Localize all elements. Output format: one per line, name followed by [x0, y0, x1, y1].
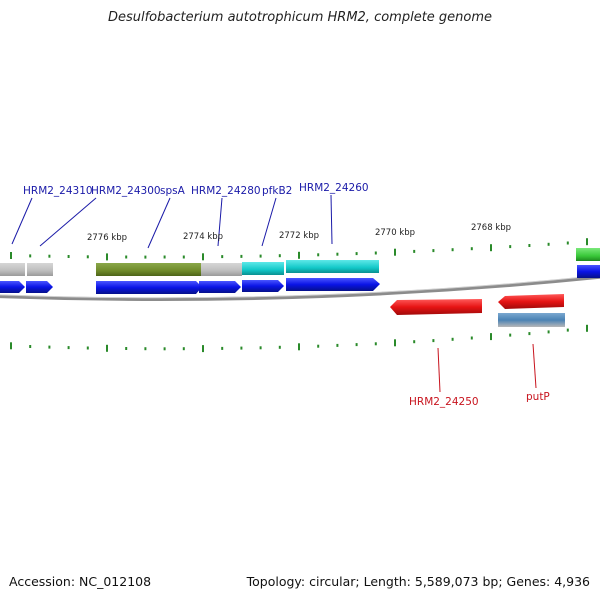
forward-gene-arrow: [0, 281, 25, 293]
inner-ticks: [10, 324, 588, 353]
gene-label: HRM2_24260: [299, 182, 369, 194]
cog-band: [201, 263, 242, 276]
gene-label: HRM2_24300: [91, 185, 161, 197]
gene-label: spsA: [160, 185, 186, 197]
tick-label: 2768 kbp: [471, 223, 511, 233]
genome-summary: Topology: circular; Length: 5,589,073 bp…: [246, 574, 590, 589]
cog-band: [498, 313, 565, 327]
forward-gene-arrow: [96, 281, 202, 294]
forward-leaders: [11, 194, 333, 249]
gene-label: putP: [526, 391, 550, 403]
gene-label: pfkB2: [262, 185, 292, 197]
tick-label: 2772 kbp: [279, 231, 319, 241]
reverse-gene-arrow: [498, 294, 564, 309]
tick-label: 2774 kbp: [183, 232, 223, 242]
outer-ticks: [10, 238, 588, 261]
reverse-gene-arrow: [390, 299, 482, 315]
genome-backbone-highlight: [0, 275, 600, 299]
accession-label: Accession: NC_012108: [9, 574, 152, 589]
tick-label: 2776 kbp: [87, 233, 127, 243]
forward-gene-arrow: [242, 280, 284, 292]
forward-gene-arrow: [577, 265, 600, 278]
cog-band: [96, 263, 201, 276]
cog-band: [242, 262, 284, 275]
gene-label: HRM2_24310: [23, 185, 93, 197]
forward-gene-arrow: [286, 278, 380, 291]
cog-band: [0, 263, 25, 276]
genome-backbone: [0, 275, 600, 302]
tick-label: 2770 kbp: [375, 228, 415, 238]
gene-label: HRM2_24250: [409, 396, 479, 408]
cog-band: [27, 263, 53, 276]
reverse-leaders: [437, 343, 537, 393]
forward-gene-arrow: [199, 281, 241, 293]
gene-label: HRM2_24280: [191, 185, 261, 197]
cog-band: [576, 248, 600, 261]
forward-gene-arrow: [26, 281, 53, 293]
cog-band: [286, 260, 379, 273]
page-title: Desulfobacterium autotrophicum HRM2, com…: [107, 10, 493, 25]
